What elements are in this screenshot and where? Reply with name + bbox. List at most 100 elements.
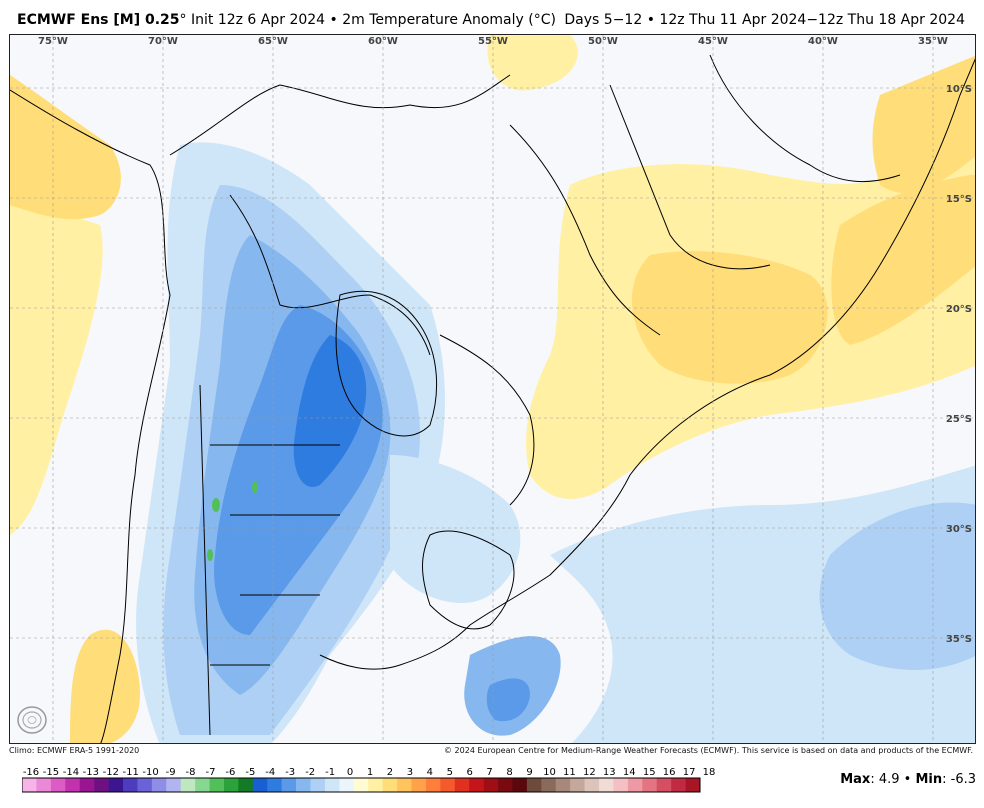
colorbar-swatch xyxy=(397,778,412,792)
colorbar-swatch xyxy=(209,778,225,792)
colorbar-swatch xyxy=(570,778,585,792)
temperature-anomaly-map[interactable]: 75°W 70°W 65°W 60°W 55°W 50°W 45°W 40°W 35°W 10°… xyxy=(10,35,976,744)
colorbar-swatch xyxy=(324,778,340,792)
colorbar-tick-label: 15 xyxy=(643,767,656,778)
colorbar-swatch xyxy=(353,778,369,792)
state-border-1 xyxy=(509,124,661,336)
longitude-labels: 75°W 70°W 65°W 60°W 55°W 50°W 45°W 40°W 35°W xyxy=(38,36,948,47)
state-border-3 xyxy=(709,54,901,183)
colorbar-tick-label: 6 xyxy=(467,767,473,778)
coastline-west xyxy=(10,89,171,743)
border-bolivia xyxy=(229,194,431,356)
colorbar-tick-label: -15 xyxy=(43,767,59,778)
colorbar-swatch xyxy=(454,778,470,792)
colorbar-swatch xyxy=(411,778,427,792)
colorbar-swatch xyxy=(22,778,37,792)
colorbar-swatch xyxy=(382,778,398,792)
colorbar-tick-label: -14 xyxy=(63,767,79,778)
anomaly-field-warm xyxy=(10,35,975,743)
longitude-label: 50°W xyxy=(588,36,618,47)
colorbar-tick-label: 1 xyxy=(367,767,373,778)
colorbar-swatch xyxy=(151,778,167,792)
colorbar-swatch xyxy=(368,778,383,792)
latitude-label: 10°S xyxy=(946,84,972,95)
header: ECMWF Ens [M] 0.25° Init 12z 6 Apr 2024 … xyxy=(0,0,984,34)
colorbar-swatch xyxy=(238,778,254,792)
colorbar-swatch xyxy=(122,778,138,792)
weatherbell-swirl-icon xyxy=(17,706,47,734)
colorbar-tick-label: 18 xyxy=(703,767,716,778)
colorbar-swatch xyxy=(440,778,456,792)
colorbar-tick-label: -7 xyxy=(206,767,216,778)
colorbar-tick-label: -5 xyxy=(245,767,255,778)
colorbar-swatch xyxy=(195,778,210,792)
state-border-2 xyxy=(609,84,771,270)
latitude-label: 20°S xyxy=(946,304,972,315)
longitude-label: 65°W xyxy=(258,36,288,47)
border-north xyxy=(169,74,511,156)
colorbar-tick-label: 16 xyxy=(663,767,676,778)
map-panel[interactable]: 75°W 70°W 65°W 60°W 55°W 50°W 45°W 40°W 35°W 10°… xyxy=(9,34,976,744)
colorbar-swatch xyxy=(137,778,153,792)
colorbar-swatch xyxy=(483,778,499,792)
latitude-label: 15°S xyxy=(946,194,972,205)
colorbar-swatch xyxy=(541,778,557,792)
colorbar-swatch xyxy=(180,778,196,792)
colorbar-tick-label: 4 xyxy=(427,767,433,778)
colorbar-swatch xyxy=(685,778,701,792)
province-borders xyxy=(210,444,340,666)
max-value: : 4.9 xyxy=(870,772,900,787)
colorbar-tick-label: 7 xyxy=(486,767,492,778)
colorbar-tick-label: -13 xyxy=(83,767,99,778)
colorbar-swatch xyxy=(671,778,686,792)
colorbar-swatch xyxy=(281,778,297,792)
colorbar-tick-label: -8 xyxy=(186,767,196,778)
colorbar-swatch xyxy=(555,778,571,792)
colorbar-swatch xyxy=(252,778,268,792)
max-label: Max xyxy=(840,772,871,787)
colorbar-tick-label: 8 xyxy=(506,767,512,778)
latitude-label: 35°S xyxy=(946,634,972,645)
longitude-label: 35°W xyxy=(918,36,948,47)
colorbar: -16 -15 -14 -13 -12 -11 -10 -9 -8 -7 -6 -5 -4 -3 -2 -1 0… xyxy=(21,764,722,800)
degree-symbol: ° xyxy=(179,12,187,28)
min-label: Min xyxy=(915,772,943,787)
colorbar-tick-label: -4 xyxy=(265,767,275,778)
latitude-label: 30°S xyxy=(946,524,972,535)
colorbar-swatch xyxy=(339,778,355,792)
field-name: 2m Temperature Anomaly (°C) xyxy=(342,12,556,28)
model-name: ECMWF Ens [M] 0.25 xyxy=(17,12,180,28)
colorbar-tick-label: 14 xyxy=(623,767,636,778)
colorbar-swatch xyxy=(310,778,326,792)
colorbar-tick-label: -11 xyxy=(123,767,139,778)
colorbar-tick-label: 5 xyxy=(447,767,453,778)
colorbar-swatch xyxy=(65,778,81,792)
colorbar-tick-label: 11 xyxy=(563,767,576,778)
title-separator: • xyxy=(329,12,338,28)
max-min-readout: Max: 4.9 • Min: -6.3 xyxy=(840,772,976,787)
colorbar-swatches xyxy=(22,778,701,792)
longitude-label: 40°W xyxy=(808,36,838,47)
border-uruguay xyxy=(422,530,515,630)
colorbar-tick-label: -12 xyxy=(103,767,119,778)
colorbar-swatch xyxy=(79,778,95,792)
coastline-east xyxy=(319,58,975,670)
longitude-label: 55°W xyxy=(478,36,508,47)
colorbar-svg: -16 -15 -14 -13 -12 -11 -10 -9 -8 -7 -6 -5 -4 -3 -2 -1 0… xyxy=(21,767,716,793)
colorbar-tick-label: 2 xyxy=(387,767,393,778)
max-min-separator: • xyxy=(899,772,916,787)
colorbar-tick-label: 10 xyxy=(543,767,556,778)
valid-range: Days 5−12 • 12z Thu 11 Apr 2024−12z Thu … xyxy=(564,12,965,28)
colorbar-tick-label: 0 xyxy=(347,767,353,778)
colorbar-frame xyxy=(21,777,701,793)
longitude-label: 75°W xyxy=(38,36,68,47)
colorbar-swatch xyxy=(584,778,600,792)
colorbar-tick-label: 3 xyxy=(407,767,413,778)
longitude-label: 60°W xyxy=(368,36,398,47)
border-paraguay xyxy=(335,290,437,437)
colorbar-swatch xyxy=(512,778,528,792)
colorbar-tick-label: 9 xyxy=(526,767,532,778)
graticule xyxy=(10,35,975,743)
colorbar-swatch xyxy=(50,778,66,792)
weatherbell-logo xyxy=(14,700,104,740)
